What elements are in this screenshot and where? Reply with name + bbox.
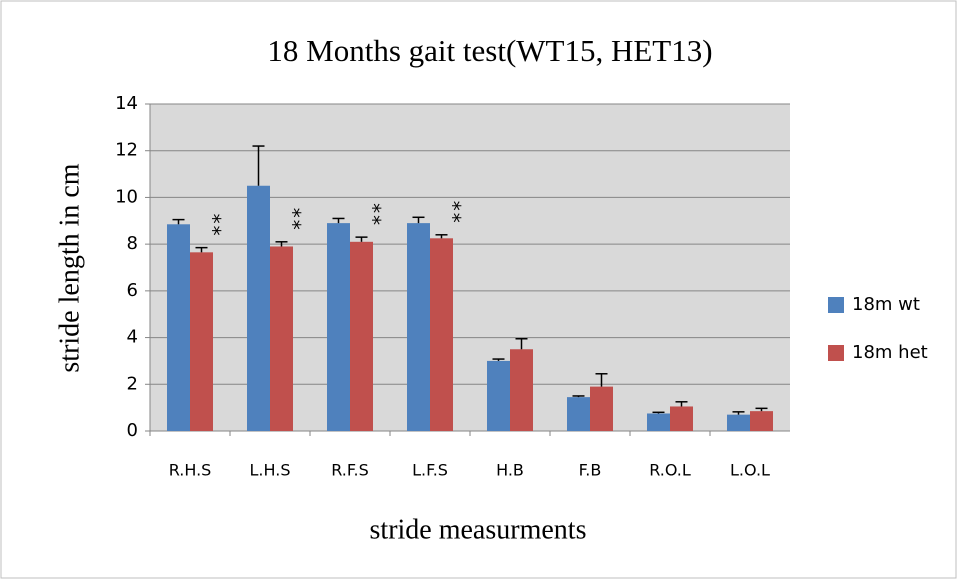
bar	[247, 185, 270, 431]
x-tick-label: H.B	[496, 461, 524, 480]
y-tick-label: 4	[127, 327, 138, 348]
bar	[327, 223, 350, 431]
y-tick-label: 12	[115, 140, 138, 161]
bar	[590, 386, 613, 431]
bar	[167, 224, 190, 431]
y-tick-label: 14	[115, 93, 138, 114]
x-axis-title: stride measurments	[370, 514, 587, 545]
bar	[750, 411, 773, 431]
bar	[487, 360, 510, 431]
y-tick-label: 8	[127, 233, 138, 254]
legend-label: 18m wt	[852, 294, 920, 315]
x-tick-label: L.H.S	[250, 461, 291, 480]
annotation: **	[361, 203, 385, 227]
bar	[727, 414, 750, 431]
annotation: **	[441, 201, 465, 225]
y-axis-title: stride length in cm	[54, 163, 85, 372]
chart-title: 18 Months gait test(WT15, HET13)	[267, 33, 712, 68]
legend-swatch	[828, 297, 844, 313]
y-tick-label: 2	[127, 373, 138, 394]
annotation: **	[201, 214, 225, 238]
x-tick-label: R.H.S	[169, 461, 212, 480]
annotation: **	[281, 208, 305, 232]
bar	[190, 252, 213, 431]
y-tick-label: 6	[127, 280, 138, 301]
x-tick-label: R.O.L	[649, 461, 691, 480]
legend-label: 18m het	[852, 342, 928, 363]
bar	[350, 241, 373, 431]
bar	[510, 349, 533, 431]
bar	[430, 238, 453, 431]
x-tick-label: L.F.S	[412, 461, 448, 480]
y-tick-label: 10	[115, 186, 138, 207]
bar	[270, 246, 293, 431]
bar	[670, 406, 693, 431]
x-tick-label: F.B	[579, 461, 602, 480]
bar	[407, 223, 430, 431]
y-tick-label: 0	[127, 420, 138, 441]
x-tick-label: L.O.L	[730, 461, 770, 480]
x-tick-label: R.F.S	[331, 461, 369, 480]
plot-area	[150, 104, 790, 431]
bar	[647, 413, 670, 431]
bar	[567, 397, 590, 431]
legend-swatch	[828, 345, 844, 361]
